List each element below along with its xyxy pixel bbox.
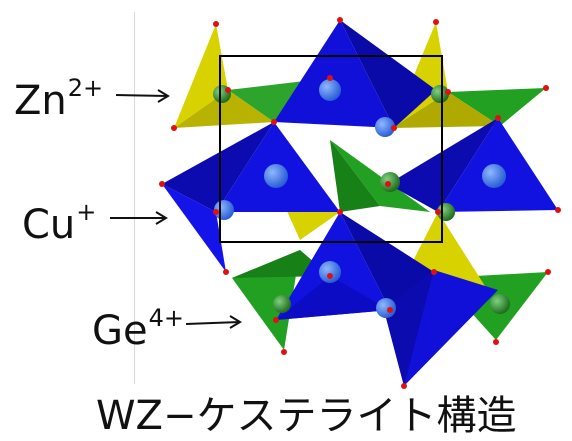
arrows [110, 89, 242, 329]
label-cu-symbol: Cu [22, 202, 76, 248]
cu-tetrahedron [162, 184, 226, 272]
divider-line [134, 12, 135, 384]
label-zn: Zn2+ [14, 76, 103, 121]
arrow-zn [115, 89, 170, 103]
label-cu-charge: + [76, 198, 97, 226]
ge-atom [490, 294, 510, 314]
cu-atom [375, 117, 395, 137]
crystal-structure [159, 17, 561, 389]
cu-tetrahedron [384, 270, 434, 386]
cu-atom [376, 298, 396, 318]
cu-tetrahedron [340, 20, 436, 128]
zn-atom [431, 85, 449, 103]
arrow-cu [110, 211, 168, 225]
cu-atom [482, 164, 506, 188]
zn-tetrahedron [174, 24, 228, 128]
label-ge-symbol: Ge [92, 308, 148, 354]
ge-atom [273, 295, 291, 313]
cu-tetrahedron [274, 20, 394, 128]
zn-tetrahedron [174, 90, 274, 128]
cu-atom [319, 79, 341, 101]
vertices [159, 17, 561, 389]
ge-tetrahedron [330, 140, 430, 212]
cu-atom [264, 164, 288, 188]
cu-tetrahedron [162, 122, 274, 212]
ge-tetrahedron [330, 140, 380, 212]
label-zn-symbol: Zn [14, 78, 67, 124]
cu-atom [319, 261, 341, 283]
structure-caption: WZ−ケステライト構造 [96, 393, 517, 439]
cu-tetrahedron [276, 276, 390, 320]
zn-tetrahedron [392, 92, 500, 128]
label-ge-charge: 4+ [148, 304, 184, 332]
ge-tetrahedron [448, 88, 546, 126]
cu-tetrahedron [340, 212, 434, 310]
arrow-ge [185, 315, 242, 329]
label-cu: Cu+ [22, 200, 96, 245]
label-zn-charge: 2+ [67, 74, 104, 102]
unit-cell-box [219, 55, 443, 243]
label-ge: Ge4+ [92, 306, 184, 351]
